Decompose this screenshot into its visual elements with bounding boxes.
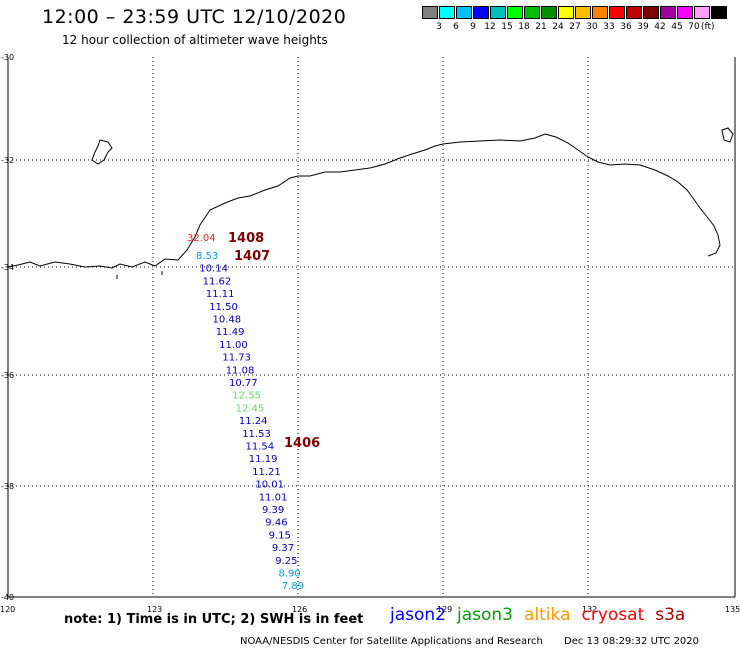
- color-swatch: [677, 6, 693, 19]
- australia-coastline: [7, 133, 721, 269]
- track-time-label: 1408: [228, 231, 264, 246]
- satellite-name: jason2: [390, 605, 446, 625]
- wave-height-label: 10.14: [199, 264, 228, 275]
- map-subtitle: 12 hour collection of altimeter wave hei…: [62, 33, 328, 47]
- color-swatch: [609, 6, 625, 19]
- wave-height-label: 11.08: [226, 365, 255, 376]
- wave-height-label: 9.15: [269, 530, 291, 541]
- scale-label: 42: [654, 22, 666, 32]
- latitude-label: -36: [1, 371, 14, 380]
- wave-height-label: 9.25: [275, 556, 297, 567]
- wave-height-label: 10.01: [255, 480, 284, 491]
- wave-height-label: 11.19: [249, 454, 278, 465]
- longitude-label: 123: [147, 605, 162, 614]
- wave-height-label: 11.01: [259, 492, 288, 503]
- latitude-label: -40: [1, 593, 14, 602]
- color-swatch: [524, 6, 540, 19]
- graticule: [8, 57, 735, 597]
- wave-height-label: 32.04: [187, 233, 216, 244]
- scale-label: 39: [637, 22, 649, 32]
- color-swatch: [626, 6, 642, 19]
- generated-timestamp: Dec 13 08:29:32 UTC 2020: [564, 636, 700, 647]
- wave-height-label: 11.54: [246, 442, 275, 453]
- map-title: 12:00 – 23:59 UTC 12/10/2020: [42, 6, 347, 28]
- wave-height-label: 8.53: [196, 251, 218, 262]
- wave-height-label: 7.89: [282, 581, 304, 592]
- longitude-label: 135: [725, 605, 740, 614]
- latitude-label: -30: [1, 53, 14, 62]
- satellite-name: altika: [524, 605, 571, 625]
- scale-unit: (ft): [701, 22, 715, 32]
- satellite-name: cryosat: [581, 605, 645, 625]
- color-swatch: [694, 6, 710, 19]
- scale-label: 27: [569, 22, 581, 32]
- longitude-label: 132: [582, 605, 597, 614]
- scale-label: 33: [603, 22, 615, 32]
- satellite-name: s3a: [655, 605, 686, 625]
- credit-text: NOAA/NESDIS Center for Satellite Applica…: [240, 636, 543, 647]
- wave-height-label: 8.90: [279, 569, 301, 580]
- satellite-name: jason3: [457, 605, 513, 625]
- island-outline: [91, 139, 113, 165]
- longitude-label: 120: [0, 605, 15, 614]
- wave-height-label: 11.24: [239, 416, 268, 427]
- scale-label: 45: [671, 22, 683, 32]
- satellite-legend: jason2 jason3 altika cryosat s3a: [390, 605, 696, 625]
- scale-label: 6: [453, 22, 459, 32]
- wave-height-label: 10.48: [213, 315, 242, 326]
- wave-height-label: 9.37: [272, 543, 294, 554]
- wave-height-label: 12.55: [232, 391, 261, 402]
- color-swatch: [660, 6, 676, 19]
- color-swatch: [711, 6, 727, 19]
- color-swatch: [473, 6, 489, 19]
- footnote: note: 1) Time is in UTC; 2) SWH is in fe…: [64, 612, 364, 627]
- color-swatch: [643, 6, 659, 19]
- color-swatch: [439, 6, 455, 19]
- scale-label: 15: [501, 22, 513, 32]
- scale-label: 24: [552, 22, 564, 32]
- latitude-label: -38: [1, 482, 14, 491]
- credit-footer: NOAA/NESDIS Center for Satellite Applica…: [240, 636, 699, 647]
- longitude-label: 129: [437, 605, 452, 614]
- longitude-label: 126: [292, 605, 307, 614]
- color-swatch: [592, 6, 608, 19]
- latitude-label: -34: [1, 263, 14, 272]
- scale-label: 12: [484, 22, 496, 32]
- wave-height-label: 10.77: [229, 378, 258, 389]
- wave-height-label: 11.73: [222, 353, 251, 364]
- wave-height-label: 11.53: [242, 429, 271, 440]
- wave-height-label: 9.39: [262, 505, 284, 516]
- scale-label: 3: [436, 22, 442, 32]
- scale-label: 18: [518, 22, 530, 32]
- scale-label: 30: [586, 22, 598, 32]
- wave-height-label: 11.50: [209, 302, 238, 313]
- wave-height-label: 9.46: [265, 518, 287, 529]
- island-outline: [721, 127, 734, 143]
- color-swatch: [422, 6, 438, 19]
- scale-label: 36: [620, 22, 632, 32]
- color-swatch: [456, 6, 472, 19]
- scale-label: 21: [535, 22, 547, 32]
- wave-height-label: 11.62: [203, 276, 232, 287]
- color-swatch: [541, 6, 557, 19]
- scale-label: 9: [470, 22, 476, 32]
- color-swatch: [507, 6, 523, 19]
- color-swatch: [558, 6, 574, 19]
- wave-height-label: 11.11: [206, 289, 235, 300]
- color-swatch: [490, 6, 506, 19]
- wave-height-label: 11.49: [216, 327, 245, 338]
- wave-height-label: 11.00: [219, 340, 248, 351]
- track-time-label: 1407: [234, 249, 270, 264]
- color-swatch: [575, 6, 591, 19]
- scale-label: 70: [688, 22, 700, 32]
- wave-height-label: 12.45: [236, 403, 265, 414]
- wave-height-label: 11.21: [252, 467, 281, 478]
- track-time-label: 1406: [284, 436, 320, 451]
- latitude-label: -32: [1, 156, 14, 165]
